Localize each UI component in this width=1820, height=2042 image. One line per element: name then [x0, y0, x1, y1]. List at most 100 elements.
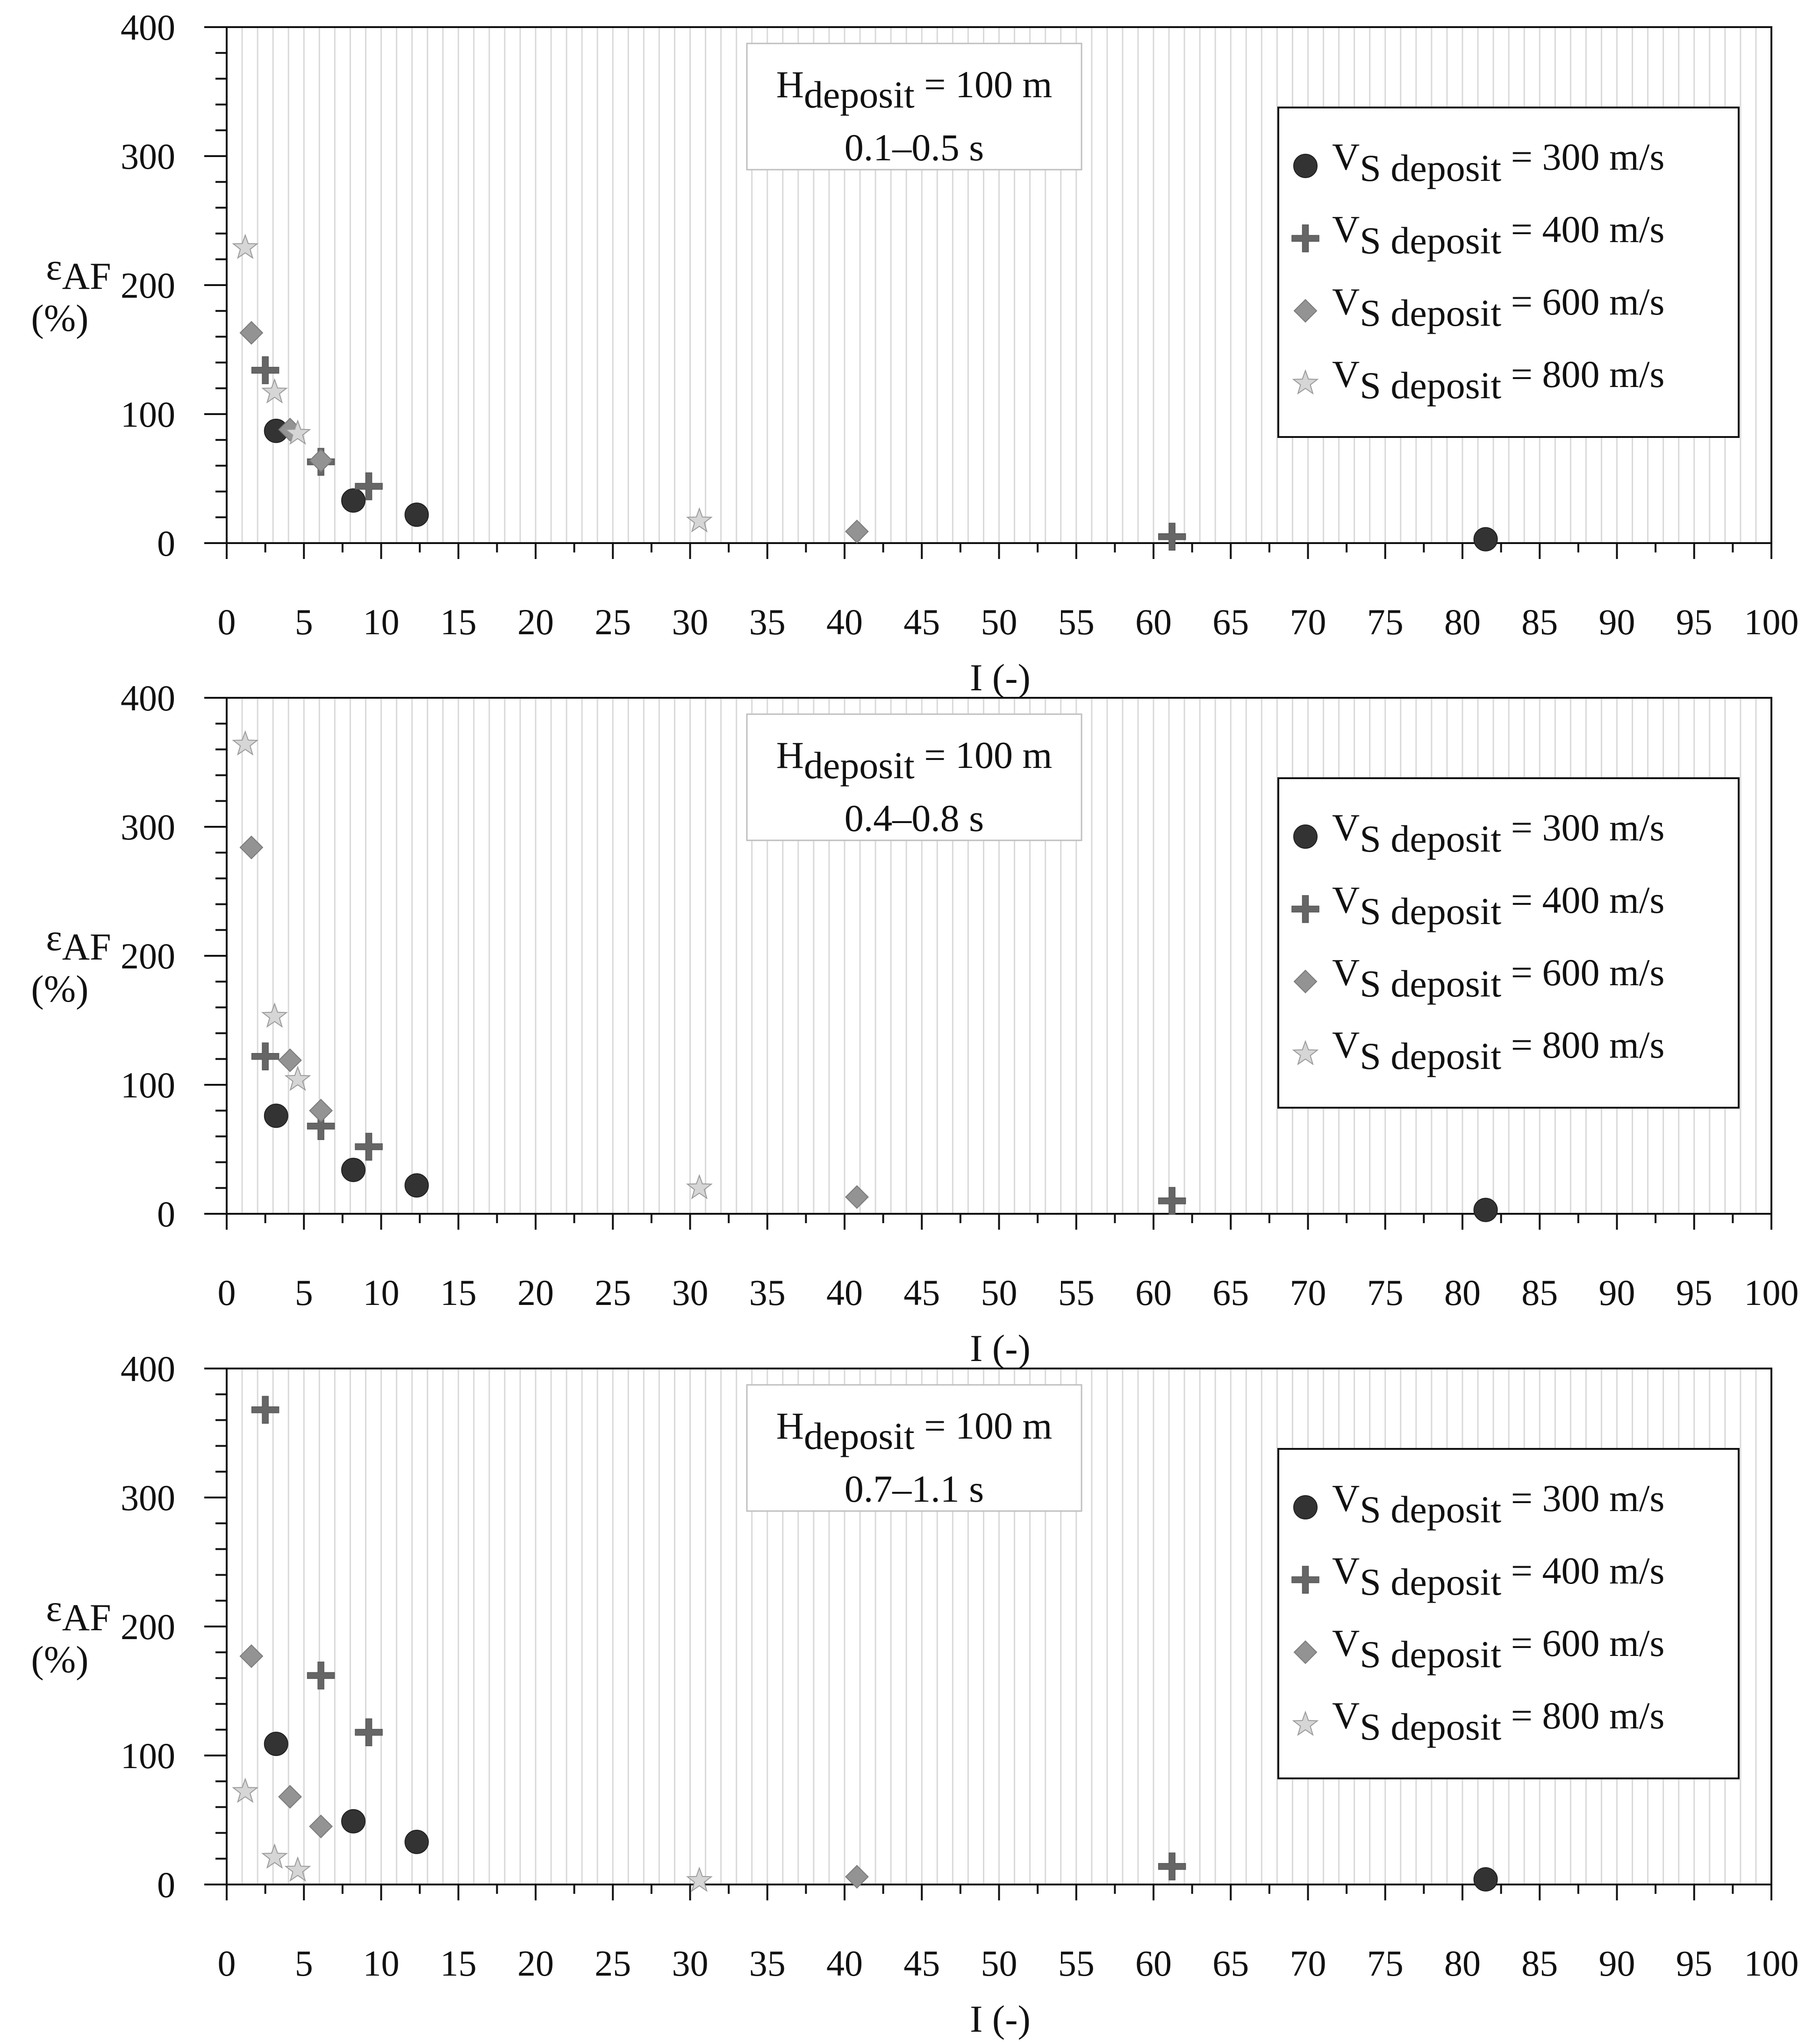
y-axis-symbol: ε	[46, 245, 62, 288]
legend-sub: S deposit	[1360, 1633, 1501, 1676]
annotation-value: = 100 m	[915, 1404, 1053, 1447]
y-tick-label: 300	[121, 807, 175, 847]
series-3	[239, 1644, 869, 1889]
data-point	[355, 1132, 383, 1161]
data-point	[239, 835, 264, 860]
x-tick-label: 85	[1521, 602, 1558, 642]
legend-value: = 400 m/s	[1501, 879, 1664, 921]
legend-item: VS deposit = 600 m/s	[1293, 280, 1664, 334]
x-tick-label: 0	[218, 602, 236, 642]
data-point	[309, 1098, 333, 1123]
annotation-box: Hdeposit = 100 m 0.4–0.8 s	[746, 713, 1082, 841]
legend-item: VS deposit = 400 m/s	[1291, 208, 1664, 262]
chart-panel-2: 0 100 200 300 400 0 5 10 15 20 25 30 35 40 45 50 55 60 65 7…	[31, 678, 1799, 1369]
x-tick-label: 20	[517, 1272, 554, 1313]
x-tick-label: 90	[1599, 602, 1635, 642]
annotation-depth: Hdeposit = 100 m	[776, 63, 1053, 116]
x-axis-title: I (-)	[970, 1327, 1031, 1369]
x-tick-label: 0	[218, 1943, 236, 1984]
x-tick-label: 70	[1290, 1272, 1326, 1313]
x-tick-label: 60	[1135, 1272, 1172, 1313]
data-point	[1158, 523, 1186, 551]
legend-sub: S deposit	[1360, 1705, 1501, 1748]
series-2	[251, 1042, 1186, 1215]
x-tick-label: 30	[672, 602, 709, 642]
y-axis-subscript: AF	[62, 925, 111, 968]
data-point	[845, 519, 869, 544]
x-axis: 0 5 10 15 20 25 30 35 40 45 50 55 60 65 70 75 80 85 90 95 10…	[218, 1884, 1799, 1984]
legend-label: VS deposit = 400 m/s	[1332, 1549, 1664, 1603]
legend-item: VS deposit = 300 m/s	[1293, 1477, 1664, 1531]
y-tick-label: 300	[121, 1477, 175, 1518]
series-2	[251, 1396, 1186, 1881]
legend-marker	[1291, 1566, 1319, 1594]
data-point	[284, 419, 311, 445]
legend-label: VS deposit = 300 m/s	[1332, 136, 1664, 189]
data-point	[232, 234, 259, 259]
x-tick-label: 80	[1444, 1943, 1481, 1984]
y-tick-label: 400	[121, 1348, 175, 1389]
data-point	[309, 448, 333, 473]
data-point	[341, 1809, 366, 1834]
legend-v: V	[1332, 208, 1360, 251]
legend-item: VS deposit = 800 m/s	[1292, 353, 1664, 407]
data-point	[355, 472, 383, 501]
legend-v: V	[1332, 1549, 1360, 1592]
data-point	[278, 1784, 302, 1809]
x-tick-label: 30	[672, 1943, 709, 1984]
series-1	[264, 1103, 1498, 1222]
annotation-depth: Hdeposit = 100 m	[776, 734, 1053, 787]
legend-sub: S deposit	[1360, 219, 1501, 262]
data-point	[1473, 1197, 1498, 1222]
legend-item: VS deposit = 800 m/s	[1292, 1024, 1664, 1077]
legend-item: VS deposit = 600 m/s	[1293, 951, 1664, 1005]
x-tick-label: 65	[1212, 1943, 1249, 1984]
x-tick-label: 35	[749, 1943, 786, 1984]
data-point	[1158, 1852, 1186, 1881]
legend: VS deposit = 300 m/s VS deposit = 400 m/s…	[1277, 107, 1740, 438]
y-axis-title: εAF	[46, 916, 111, 968]
legend-value: = 600 m/s	[1501, 1622, 1664, 1664]
data-point	[251, 1396, 279, 1424]
legend-label: VS deposit = 300 m/s	[1332, 1477, 1664, 1531]
y-tick-label: 0	[157, 523, 175, 564]
legend-marker	[1291, 895, 1319, 923]
legend-marker	[1292, 369, 1319, 395]
legend-value: = 300 m/s	[1501, 1477, 1664, 1519]
data-point	[251, 1042, 279, 1071]
data-point	[239, 1644, 264, 1668]
x-axis: 0 5 10 15 20 25 30 35 40 45 50 55 60 65 70 75 80 85 90 95 10…	[218, 543, 1799, 642]
x-tick-label: 45	[903, 1272, 940, 1313]
legend-item: VS deposit = 600 m/s	[1293, 1622, 1664, 1676]
y-tick-label: 100	[121, 1735, 175, 1776]
annotation-box: Hdeposit = 100 m 0.7–1.1 s	[746, 1384, 1082, 1512]
y-axis-unit: (%)	[31, 1638, 89, 1681]
y-axis-unit: (%)	[31, 967, 89, 1010]
data-point	[1473, 527, 1498, 552]
x-tick-label: 65	[1212, 602, 1249, 642]
chart-panel-3: 0 100 200 300 400 0 5 10 15 20 25 30 35 40 45 50 55 60 65 7…	[31, 1348, 1799, 2040]
y-axis-title: εAF	[46, 245, 111, 297]
x-tick-label: 100	[1744, 602, 1799, 642]
legend-value: = 800 m/s	[1501, 353, 1664, 395]
x-tick-label: 75	[1367, 1272, 1404, 1313]
legend-sub: S deposit	[1360, 1561, 1501, 1603]
x-tick-label: 15	[440, 1272, 477, 1313]
legend-v: V	[1332, 1694, 1360, 1737]
legend-v: V	[1332, 1622, 1360, 1664]
data-point	[404, 502, 429, 527]
annotation-box: Hdeposit = 100 m 0.1–0.5 s	[746, 43, 1082, 171]
x-tick-label: 55	[1058, 602, 1095, 642]
data-point	[261, 1002, 288, 1028]
y-tick-label: 100	[121, 1065, 175, 1105]
annotation-period: 0.7–1.1 s	[845, 1468, 984, 1510]
legend-sub: S deposit	[1360, 364, 1501, 407]
x-tick-label: 55	[1058, 1943, 1095, 1984]
x-tick-label: 10	[363, 1272, 400, 1313]
legend-v: V	[1332, 1477, 1360, 1519]
legend-item: VS deposit = 400 m/s	[1291, 1549, 1664, 1603]
x-tick-label: 0	[218, 1272, 236, 1313]
legend-v: V	[1332, 280, 1360, 323]
x-tick-label: 65	[1212, 1272, 1249, 1313]
